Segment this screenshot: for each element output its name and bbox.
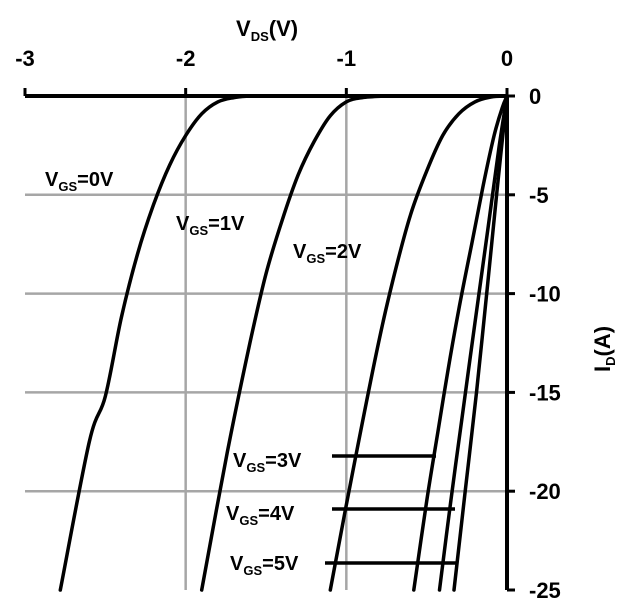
series-line-vgs-0v — [58, 94, 252, 592]
y-tick-label: -25 — [529, 578, 561, 600]
y-tick-label: -15 — [529, 380, 561, 405]
x-tick-label: -3 — [15, 46, 35, 71]
curve-labels: VGS=0V VGS=1V VGS=2V VGS=3V VGS=4V VGS=5V — [45, 169, 362, 578]
series-line-vgs-4v — [437, 94, 509, 592]
series-label-vgs-3v: VGS=3V — [233, 450, 302, 475]
x-tick-label: 0 — [501, 46, 513, 71]
series-label-vgs-5v: VGS=5V — [230, 553, 299, 578]
y-tick-label: -5 — [529, 183, 549, 208]
x-tick-label: -1 — [337, 46, 357, 71]
series-line-vgs-3v — [412, 94, 509, 592]
tick-labels: -3 -2 -1 00-5-10-15-20-25 — [15, 46, 561, 600]
series-label-vgs-4v: VGS=4V — [226, 503, 295, 528]
series-label-vgs-1v: VGS=1V — [176, 213, 245, 238]
x-axis-title: VDS(V) — [236, 16, 298, 44]
series-label-vgs-0v: VGS=0V — [45, 169, 114, 194]
series-label-vgs-2v: VGS=2V — [293, 241, 362, 266]
series-line-vgs-5v — [452, 94, 509, 592]
curves — [58, 94, 509, 592]
y-tick-label: -20 — [529, 479, 561, 504]
axes — [23, 88, 515, 592]
y-tick-label: -10 — [529, 282, 561, 307]
y-tick-label: 0 — [529, 84, 541, 109]
x-tick-label: -2 — [176, 46, 196, 71]
y-axis-title: ID(A) — [590, 326, 618, 372]
series-line-vgs-2v — [328, 94, 509, 592]
label-leader-lines — [325, 454, 458, 565]
series-line-vgs-1v — [199, 94, 389, 592]
